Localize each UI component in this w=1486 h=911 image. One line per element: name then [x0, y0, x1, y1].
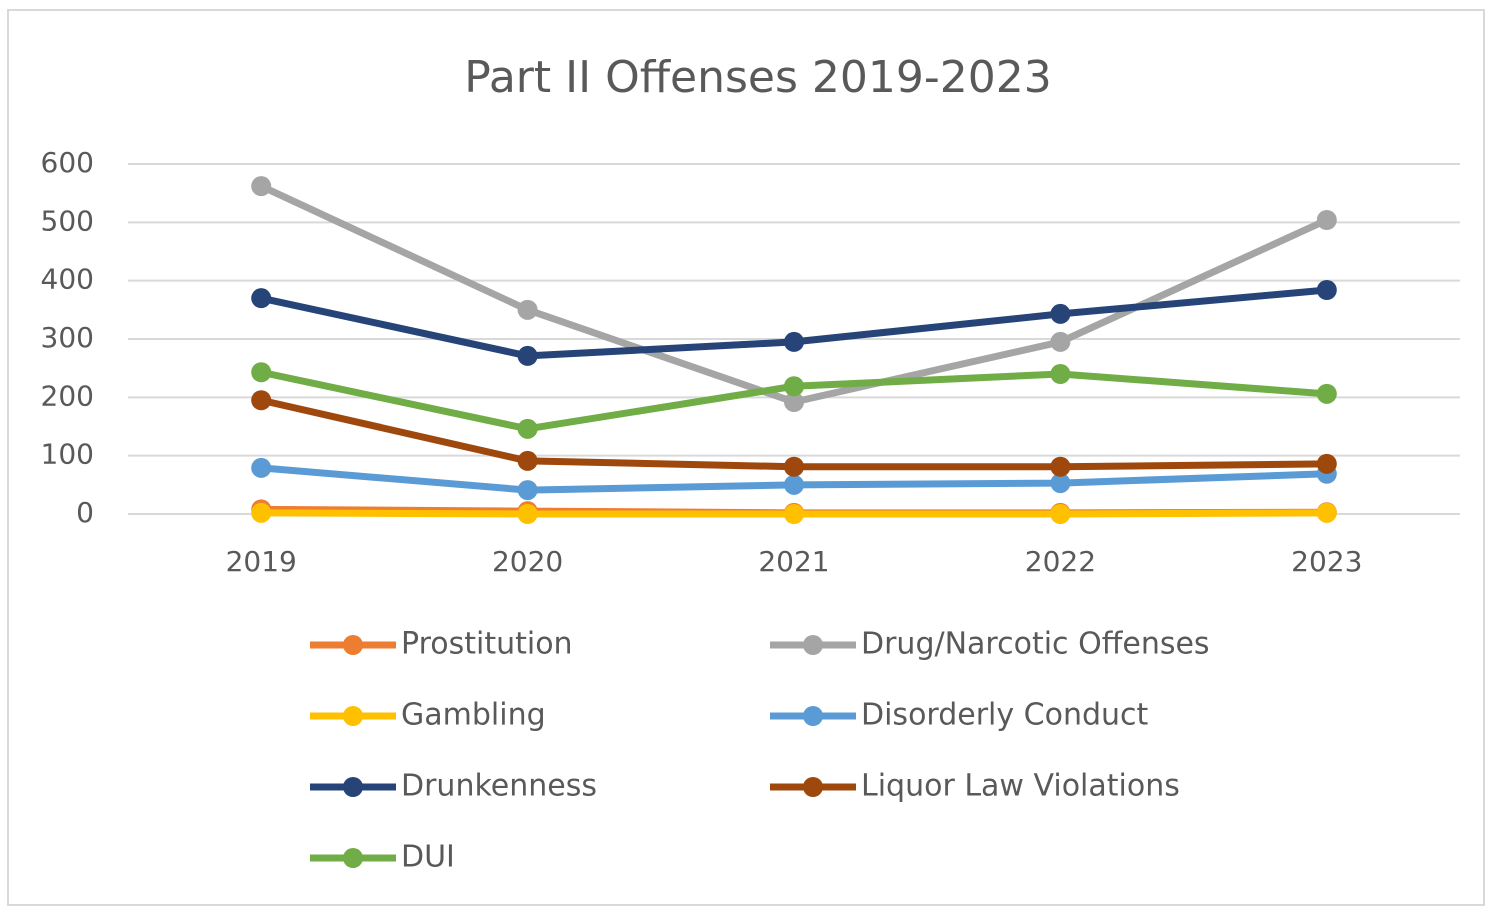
data-point [251, 362, 272, 383]
data-point [251, 390, 272, 411]
data-point [1316, 280, 1337, 300]
data-point [784, 392, 804, 412]
legend-marker [343, 635, 363, 655]
data-point [1316, 383, 1337, 404]
data-point [1050, 473, 1071, 494]
y-tick-label: 400 [41, 263, 94, 296]
data-point [784, 376, 804, 397]
data-point [517, 345, 538, 366]
data-point [251, 502, 272, 523]
y-tick-label: 200 [41, 379, 94, 412]
data-point [784, 504, 804, 524]
chart-title: Part II Offenses 2019-2023 [464, 52, 1051, 103]
data-point [251, 457, 272, 478]
data-point [784, 456, 804, 477]
legend-marker [343, 706, 363, 726]
legend-marker [343, 848, 363, 868]
legend-marker [803, 706, 823, 726]
chart-frame [7, 9, 1485, 906]
legend-marker [803, 635, 823, 655]
data-point [1050, 364, 1071, 384]
data-point [1316, 502, 1337, 523]
data-point [517, 450, 538, 471]
legend-marker [803, 777, 823, 797]
data-point [784, 474, 804, 495]
legend-label: Drug/Narcotic Offenses [861, 627, 1210, 662]
data-point [517, 299, 538, 320]
legend-label: Liquor Law Violations [861, 769, 1180, 804]
data-point [517, 480, 538, 501]
data-point [1050, 331, 1071, 352]
data-point [1050, 303, 1071, 324]
x-tick-label: 2020 [492, 545, 563, 578]
data-point [517, 504, 538, 524]
y-tick-label: 300 [41, 321, 94, 354]
x-tick-label: 2019 [226, 545, 297, 578]
data-point [517, 418, 538, 439]
legend-label: Prostitution [401, 627, 573, 662]
legend-label: Drunkenness [401, 769, 597, 804]
x-tick-label: 2021 [758, 545, 829, 578]
data-point [1050, 456, 1071, 477]
x-tick-label: 2022 [1025, 545, 1096, 578]
legend-label: Gambling [401, 698, 546, 733]
data-point [784, 331, 804, 352]
legend-label: Disorderly Conduct [861, 698, 1149, 733]
y-tick-label: 600 [41, 146, 94, 179]
data-point [1316, 453, 1337, 474]
y-tick-label: 0 [76, 496, 94, 529]
legend-label: DUI [401, 840, 455, 875]
data-point [251, 176, 272, 197]
data-point [1050, 504, 1071, 524]
y-tick-label: 500 [41, 204, 94, 237]
data-point [1316, 210, 1337, 230]
y-tick-label: 100 [41, 438, 94, 471]
x-tick-label: 2023 [1291, 545, 1362, 578]
legend-marker [343, 777, 363, 797]
data-point [251, 288, 272, 309]
